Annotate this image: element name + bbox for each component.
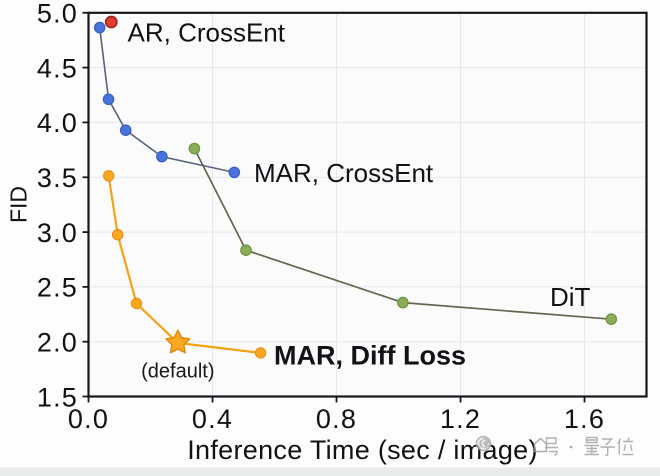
- svg-text:DiT: DiT: [550, 282, 591, 312]
- svg-text:0.4: 0.4: [192, 404, 233, 434]
- svg-text:FID: FID: [6, 186, 32, 223]
- svg-text:1.6: 1.6: [564, 404, 605, 434]
- svg-text:3.0: 3.0: [37, 218, 78, 248]
- svg-text:(default): (default): [141, 361, 214, 383]
- svg-text:4.5: 4.5: [37, 53, 78, 83]
- svg-text:0.8: 0.8: [316, 404, 357, 434]
- svg-text:AR, CrossEnt: AR, CrossEnt: [128, 18, 286, 48]
- svg-text:4.0: 4.0: [37, 108, 78, 138]
- svg-text:1.2: 1.2: [440, 404, 481, 434]
- svg-text:0.0: 0.0: [68, 404, 109, 434]
- svg-text:1.5: 1.5: [37, 382, 78, 412]
- svg-text:MAR, Diff Loss: MAR, Diff Loss: [274, 341, 466, 371]
- svg-text:5.0: 5.0: [37, 0, 78, 29]
- svg-text:2.0: 2.0: [37, 328, 78, 358]
- svg-text:3.5: 3.5: [37, 163, 78, 193]
- svg-text:MAR, CrossEnt: MAR, CrossEnt: [254, 158, 434, 188]
- svg-text:2.5: 2.5: [37, 273, 78, 303]
